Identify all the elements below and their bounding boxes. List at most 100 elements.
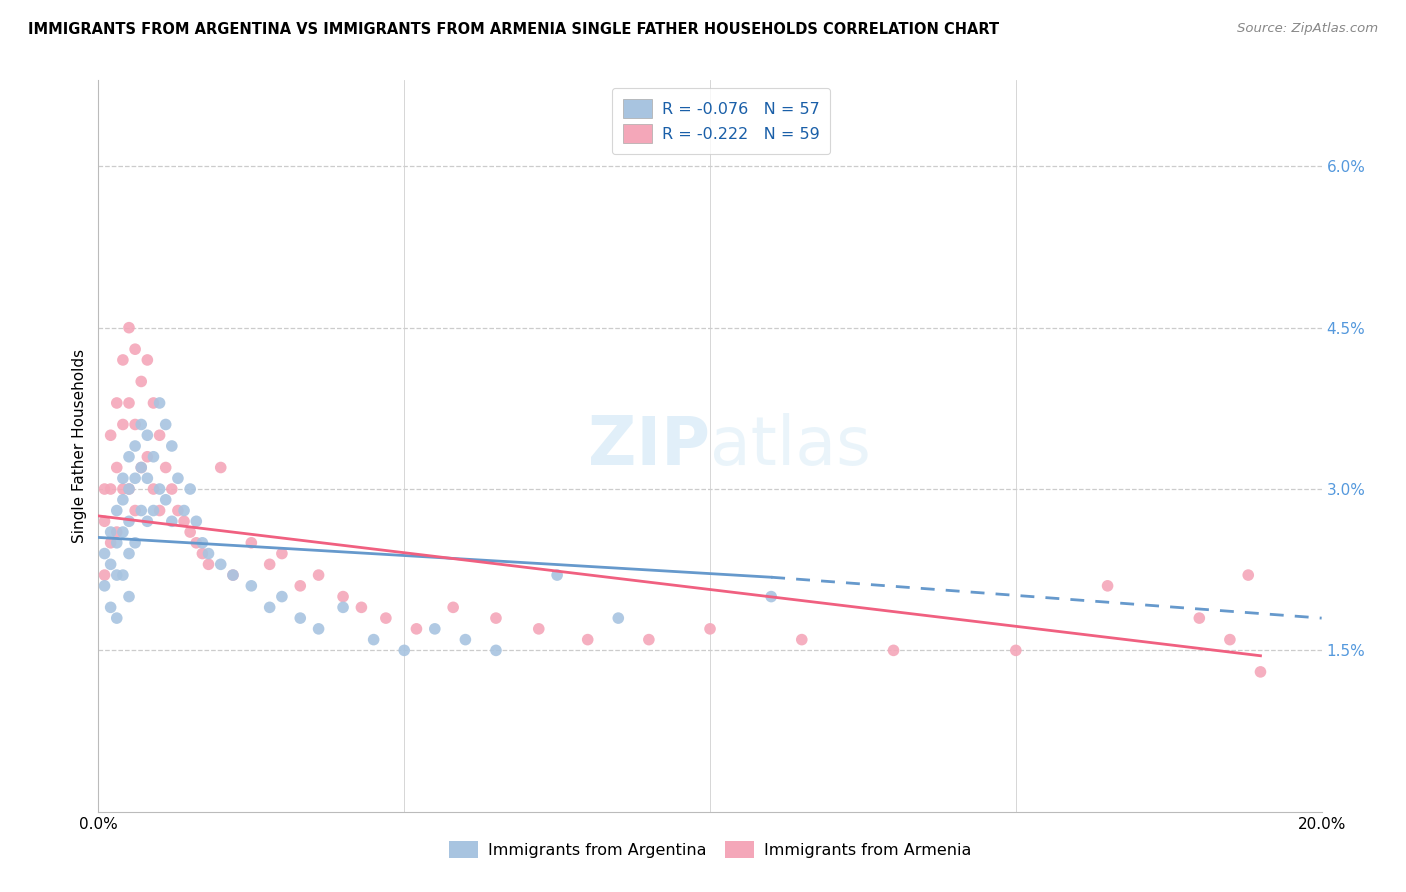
Point: [173, 514, 195, 528]
Point: [105, 460, 128, 475]
Point: [259, 600, 281, 615]
Point: [149, 428, 172, 442]
Point: [270, 590, 292, 604]
Text: Source: ZipAtlas.com: Source: ZipAtlas.com: [1237, 22, 1378, 36]
Point: [93, 579, 115, 593]
Point: [308, 622, 330, 636]
Point: [111, 524, 134, 539]
Point: [485, 611, 508, 625]
Point: [111, 492, 134, 507]
Point: [191, 536, 214, 550]
Point: [240, 536, 263, 550]
Point: [111, 482, 134, 496]
Point: [441, 600, 464, 615]
Point: [222, 568, 245, 582]
Point: [186, 536, 208, 550]
Point: [1188, 611, 1211, 625]
Point: [118, 482, 141, 496]
Point: [111, 471, 134, 485]
Point: [124, 439, 146, 453]
Point: [105, 611, 128, 625]
Point: [124, 503, 146, 517]
Point: [149, 396, 172, 410]
Point: [118, 450, 141, 464]
Point: [883, 643, 905, 657]
Point: [100, 524, 122, 539]
Point: [93, 547, 115, 561]
Point: [118, 590, 141, 604]
Point: [136, 450, 159, 464]
Point: [105, 568, 128, 582]
Point: [155, 492, 177, 507]
Point: [100, 558, 122, 572]
Point: [179, 524, 201, 539]
Point: [118, 514, 141, 528]
Point: [290, 611, 312, 625]
Point: [105, 524, 128, 539]
Point: [136, 471, 159, 485]
Point: [332, 590, 354, 604]
Point: [142, 396, 165, 410]
Point: [93, 482, 115, 496]
Point: [527, 622, 550, 636]
Point: [129, 417, 152, 432]
Point: [1004, 643, 1026, 657]
Point: [129, 375, 152, 389]
Point: [118, 396, 141, 410]
Point: [173, 503, 195, 517]
Point: [118, 547, 141, 561]
Point: [576, 632, 599, 647]
Point: [1249, 665, 1271, 679]
Point: [111, 568, 134, 582]
Point: [155, 417, 177, 432]
Point: [350, 600, 373, 615]
Point: [149, 482, 172, 496]
Point: [160, 482, 183, 496]
Point: [155, 460, 177, 475]
Point: [332, 600, 354, 615]
Point: [136, 514, 159, 528]
Point: [124, 536, 146, 550]
Point: [93, 514, 115, 528]
Point: [167, 503, 190, 517]
Point: [699, 622, 721, 636]
Point: [124, 342, 146, 356]
Point: [1097, 579, 1119, 593]
Point: [111, 353, 134, 368]
Point: [100, 536, 122, 550]
Point: [129, 460, 152, 475]
Point: [179, 482, 201, 496]
Point: [637, 632, 661, 647]
Point: [167, 471, 190, 485]
Point: [270, 547, 292, 561]
Point: [136, 353, 159, 368]
Point: [209, 558, 232, 572]
Point: [142, 482, 165, 496]
Point: [160, 439, 183, 453]
Point: [111, 417, 134, 432]
Point: [105, 536, 128, 550]
Point: [607, 611, 630, 625]
Point: [124, 471, 146, 485]
Point: [209, 460, 232, 475]
Point: [485, 643, 508, 657]
Point: [308, 568, 330, 582]
Point: [129, 503, 152, 517]
Text: IMMIGRANTS FROM ARGENTINA VS IMMIGRANTS FROM ARMENIA SINGLE FATHER HOUSEHOLDS CO: IMMIGRANTS FROM ARGENTINA VS IMMIGRANTS …: [28, 22, 1000, 37]
Point: [100, 428, 122, 442]
Point: [149, 503, 172, 517]
Text: atlas: atlas: [710, 413, 870, 479]
Point: [454, 632, 477, 647]
Y-axis label: Single Father Households: Single Father Households: [72, 349, 87, 543]
Point: [118, 482, 141, 496]
Point: [197, 547, 219, 561]
Point: [160, 514, 183, 528]
Point: [392, 643, 416, 657]
Point: [790, 632, 813, 647]
Point: [240, 579, 263, 593]
Point: [100, 600, 122, 615]
Point: [259, 558, 281, 572]
Point: [142, 450, 165, 464]
Point: [186, 514, 208, 528]
Point: [363, 632, 385, 647]
